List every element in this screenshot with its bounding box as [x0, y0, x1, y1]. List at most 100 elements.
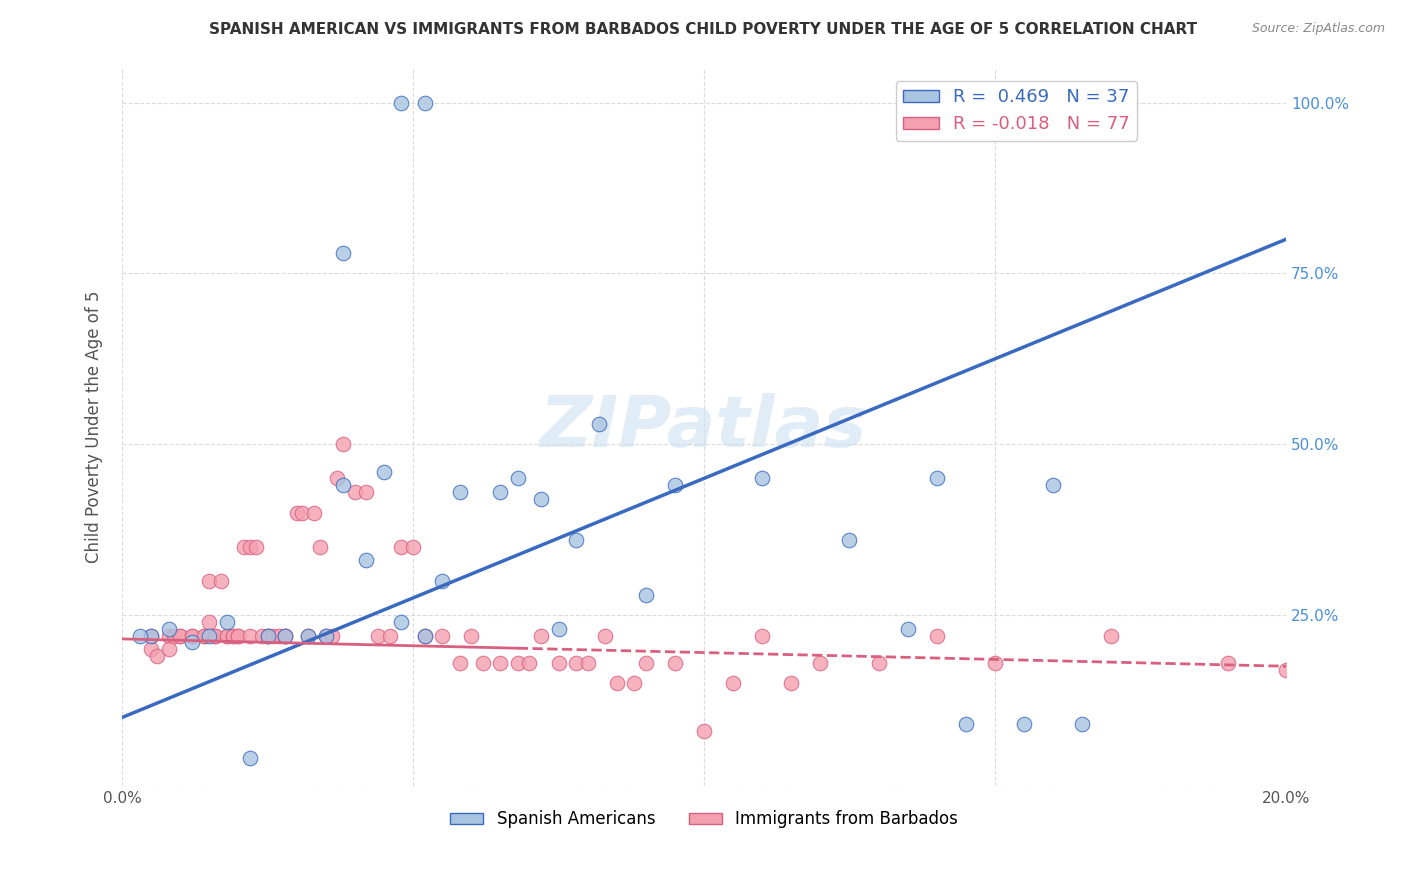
- Point: [576, 656, 599, 670]
- Point: [157, 642, 180, 657]
- Point: [198, 574, 221, 588]
- Point: [897, 622, 920, 636]
- Point: [751, 471, 773, 485]
- Point: [215, 615, 238, 629]
- Point: [204, 628, 226, 642]
- Point: [449, 656, 471, 670]
- Point: [547, 656, 569, 670]
- Point: [256, 628, 278, 642]
- Point: [460, 628, 482, 642]
- Point: [309, 540, 332, 554]
- Point: [146, 648, 169, 663]
- Point: [215, 628, 238, 642]
- Point: [228, 628, 250, 642]
- Point: [389, 615, 412, 629]
- Text: ZIPatlas: ZIPatlas: [540, 392, 868, 462]
- Point: [291, 506, 314, 520]
- Point: [315, 628, 337, 642]
- Point: [141, 628, 163, 642]
- Point: [430, 628, 453, 642]
- Point: [530, 491, 553, 506]
- Point: [984, 656, 1007, 670]
- Point: [193, 628, 215, 642]
- Point: [128, 628, 150, 642]
- Point: [193, 628, 215, 642]
- Point: [321, 628, 343, 642]
- Point: [367, 628, 389, 642]
- Point: [297, 628, 319, 642]
- Point: [228, 628, 250, 642]
- Point: [157, 622, 180, 636]
- Point: [413, 628, 436, 642]
- Point: [780, 676, 803, 690]
- Point: [547, 622, 569, 636]
- Point: [751, 628, 773, 642]
- Point: [693, 724, 716, 739]
- Point: [326, 471, 349, 485]
- Point: [471, 656, 494, 670]
- Point: [250, 628, 273, 642]
- Point: [297, 628, 319, 642]
- Point: [1012, 717, 1035, 731]
- Point: [413, 628, 436, 642]
- Point: [356, 553, 378, 567]
- Point: [634, 587, 657, 601]
- Point: [489, 656, 512, 670]
- Point: [530, 628, 553, 642]
- Point: [169, 628, 191, 642]
- Legend: Spanish Americans, Immigrants from Barbados: Spanish Americans, Immigrants from Barba…: [443, 804, 965, 835]
- Point: [430, 574, 453, 588]
- Point: [274, 628, 297, 642]
- Point: [868, 656, 890, 670]
- Point: [180, 628, 202, 642]
- Text: Source: ZipAtlas.com: Source: ZipAtlas.com: [1251, 22, 1385, 36]
- Point: [262, 628, 284, 642]
- Point: [1216, 656, 1239, 670]
- Point: [209, 574, 232, 588]
- Point: [239, 751, 262, 765]
- Point: [169, 628, 191, 642]
- Point: [239, 540, 262, 554]
- Point: [198, 615, 221, 629]
- Point: [332, 246, 354, 260]
- Point: [315, 628, 337, 642]
- Point: [593, 628, 616, 642]
- Point: [925, 471, 948, 485]
- Point: [1042, 478, 1064, 492]
- Point: [233, 540, 256, 554]
- Point: [623, 676, 645, 690]
- Point: [302, 506, 325, 520]
- Point: [588, 417, 610, 431]
- Point: [180, 628, 202, 642]
- Point: [274, 628, 297, 642]
- Point: [239, 628, 262, 642]
- Point: [565, 533, 588, 547]
- Point: [519, 656, 541, 670]
- Point: [449, 485, 471, 500]
- Text: SPANISH AMERICAN VS IMMIGRANTS FROM BARBADOS CHILD POVERTY UNDER THE AGE OF 5 CO: SPANISH AMERICAN VS IMMIGRANTS FROM BARB…: [209, 22, 1197, 37]
- Point: [389, 540, 412, 554]
- Point: [204, 628, 226, 642]
- Point: [157, 628, 180, 642]
- Point: [721, 676, 744, 690]
- Point: [413, 95, 436, 110]
- Point: [343, 485, 366, 500]
- Point: [285, 506, 308, 520]
- Point: [356, 485, 378, 500]
- Point: [925, 628, 948, 642]
- Point: [565, 656, 588, 670]
- Point: [141, 642, 163, 657]
- Point: [198, 628, 221, 642]
- Point: [215, 628, 238, 642]
- Point: [808, 656, 831, 670]
- Point: [489, 485, 512, 500]
- Point: [1099, 628, 1122, 642]
- Point: [274, 628, 297, 642]
- Point: [256, 628, 278, 642]
- Point: [1071, 717, 1094, 731]
- Point: [664, 656, 686, 670]
- Point: [256, 628, 278, 642]
- Point: [332, 437, 354, 451]
- Point: [402, 540, 425, 554]
- Point: [606, 676, 628, 690]
